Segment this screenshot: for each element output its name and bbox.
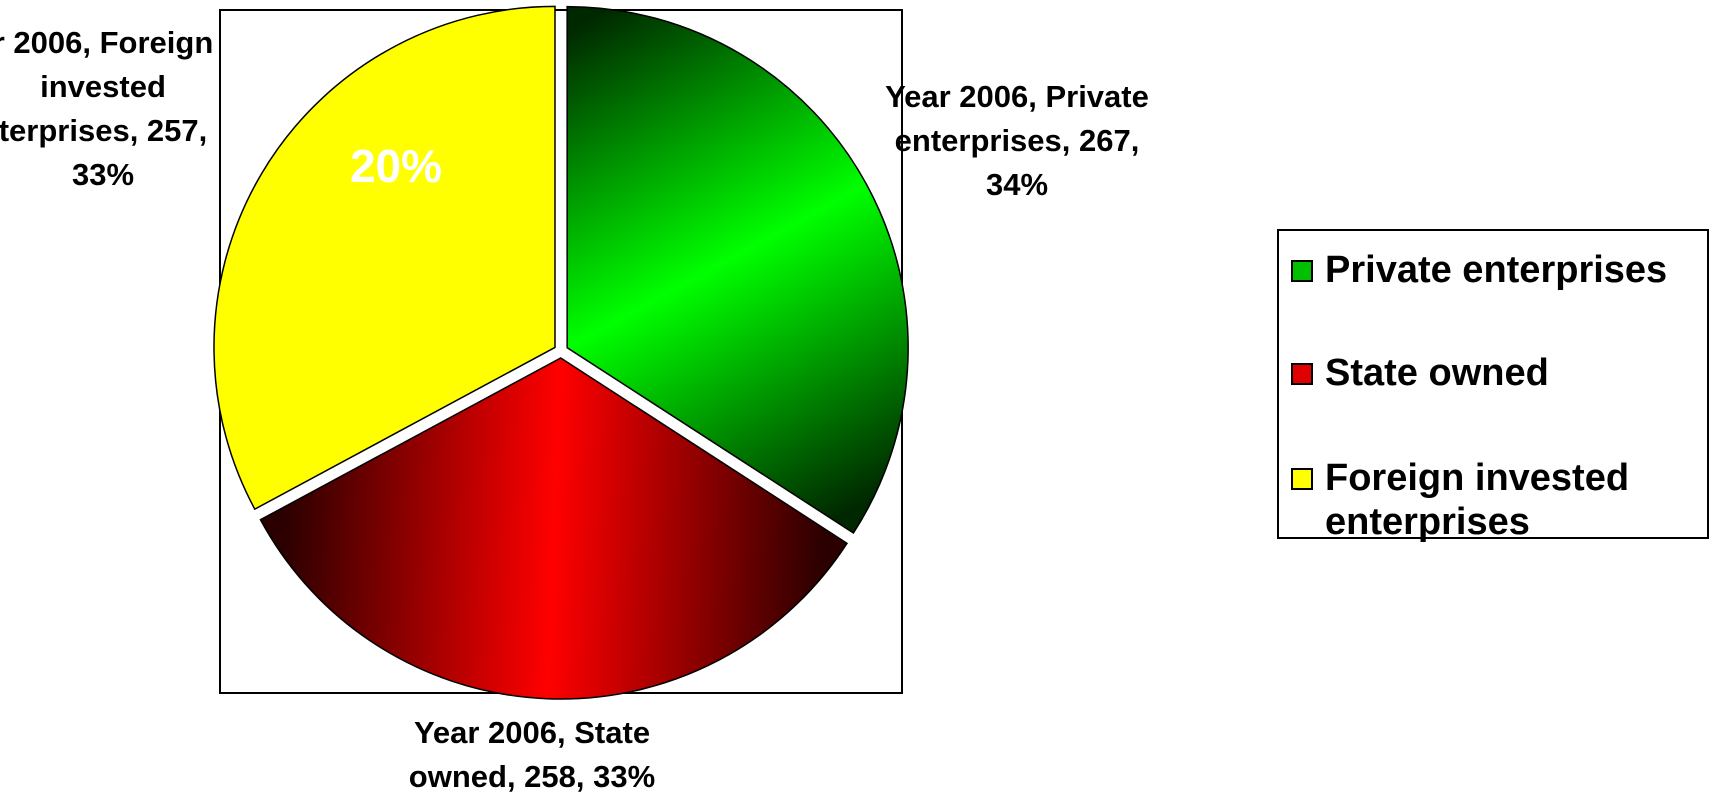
data-label-foreign-invested-enterprises: r 2006, Foreign invested terprises, 257, 33… (0, 25, 213, 192)
pie-slice-state-owned (259, 357, 849, 700)
chart-legend: Private enterprises State owned Foreign … (1277, 229, 1709, 543)
legend-label: State owned (1325, 352, 1549, 394)
legend-item-foreign-invested: Foreign invested enterprises (1291, 456, 1705, 544)
data-label-private-enterprises: Year 2006, Private enterprises, 267, 34% (885, 79, 1149, 202)
legend-label: Foreign invested enterprises (1325, 457, 1630, 543)
pie-slices (213, 5, 909, 700)
legend-swatch-private (1291, 260, 1313, 282)
legend-swatch-foreign-invested (1291, 468, 1313, 490)
data-label-line: enterprises, 267, (895, 123, 1140, 158)
data-label-line: Year 2006, State (414, 715, 650, 750)
data-label-line: terprises, 257, (0, 113, 207, 148)
overlay-percent-label: 20% (350, 140, 442, 192)
pie-slice-private-enterprises (566, 5, 909, 534)
data-label-line: invested (40, 69, 166, 104)
legend-swatch-state-owned (1291, 363, 1313, 385)
data-label-line: owned, 258, 33% (409, 759, 655, 794)
data-label-line: r 2006, Foreign (0, 25, 213, 60)
legend-item-private-enterprises: Private enterprises (1291, 248, 1705, 292)
data-label-line: Year 2006, Private (885, 79, 1149, 114)
legend-label: Private enterprises (1325, 249, 1668, 291)
data-labels: Year 2006, Private enterprises, 267, 34%Ye… (0, 25, 1149, 794)
data-label-line: 34% (986, 167, 1048, 202)
legend-item-state-owned: State owned (1291, 351, 1705, 395)
pie-slice-foreign-invested-enterprises (213, 5, 556, 511)
data-label-state-owned: Year 2006, State owned, 258, 33% (409, 715, 655, 794)
data-label-line: 33% (72, 157, 134, 192)
